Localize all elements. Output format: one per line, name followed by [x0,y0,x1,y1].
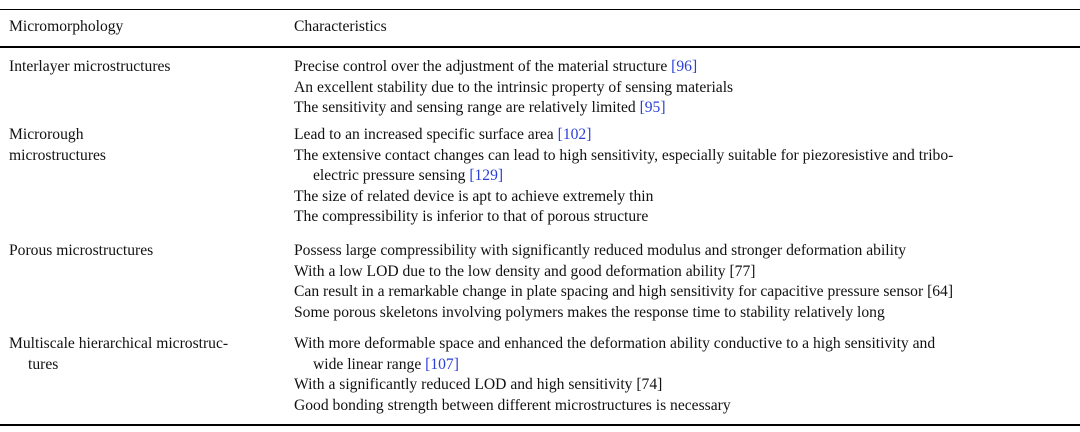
header-micromorphology: Micromorphology [9,18,124,35]
citation-link[interactable]: [102] [557,126,592,143]
characteristic-item: Good bonding strength between different … [294,396,731,414]
characteristic-item: Lead to an increased specific surface ar… [294,126,592,143]
characteristic-item: With a significantly reduced LOD and hig… [294,376,663,393]
row-characteristics: Lead to an increased specific surface ar… [294,125,1074,228]
citation-link[interactable]: [129] [469,167,504,184]
table-header-rule [0,46,1080,48]
table-top-rule [0,9,1080,10]
table-header: Micromorphology Characteristics [0,15,1080,39]
characteristic-item: The compressibility is inferior to that … [294,208,649,225]
row-name-line: Porous microstructures [9,242,154,259]
row-name-line: Interlayer microstructures [9,58,171,75]
characteristic-item: Some porous skeletons involving polymers… [294,303,885,321]
characteristic-item: The extensive contact changes can lead t… [294,146,954,185]
row-micromorphology: Multiscale hierarchical microstruc- ture… [9,334,275,375]
row-micromorphology: Porous microstructures [9,241,275,262]
citation-link[interactable]: [107] [425,355,459,373]
row-name-line: Microrough [9,126,84,143]
characteristic-item: The size of related device is apt to ach… [294,187,654,205]
characteristic-item: An excellent stability due to the intrin… [294,78,734,96]
characteristic-item: Possess large compressibility with signi… [294,242,907,259]
row-micromorphology: Interlayer microstructures [9,57,275,78]
characteristic-item: Precise control over the adjustment of t… [294,58,698,75]
citation-link[interactable]: [95] [639,99,666,116]
citation-link[interactable]: [96] [671,58,698,75]
header-characteristics: Characteristics [294,18,387,35]
characteristic-item: The sensitivity and sensing range are re… [294,99,666,116]
row-characteristics: Possess large compressibility with signi… [294,241,1074,323]
row-micromorphology: Microrough microstructures [9,125,275,166]
characteristic-item: With a low LOD due to the low density an… [294,262,756,280]
characteristic-item: Can result in a remarkable change in pla… [294,283,954,300]
row-name-line: tures [28,355,59,373]
row-characteristics: With more deformable space and enhanced … [294,334,1074,416]
table-bottom-rule [0,424,1080,426]
row-characteristics: Precise control over the adjustment of t… [294,57,1074,119]
row-name-line: microstructures [9,146,106,164]
characteristic-item: With more deformable space and enhanced … [294,335,936,373]
row-name-line: Multiscale hierarchical microstruc- [9,335,229,352]
